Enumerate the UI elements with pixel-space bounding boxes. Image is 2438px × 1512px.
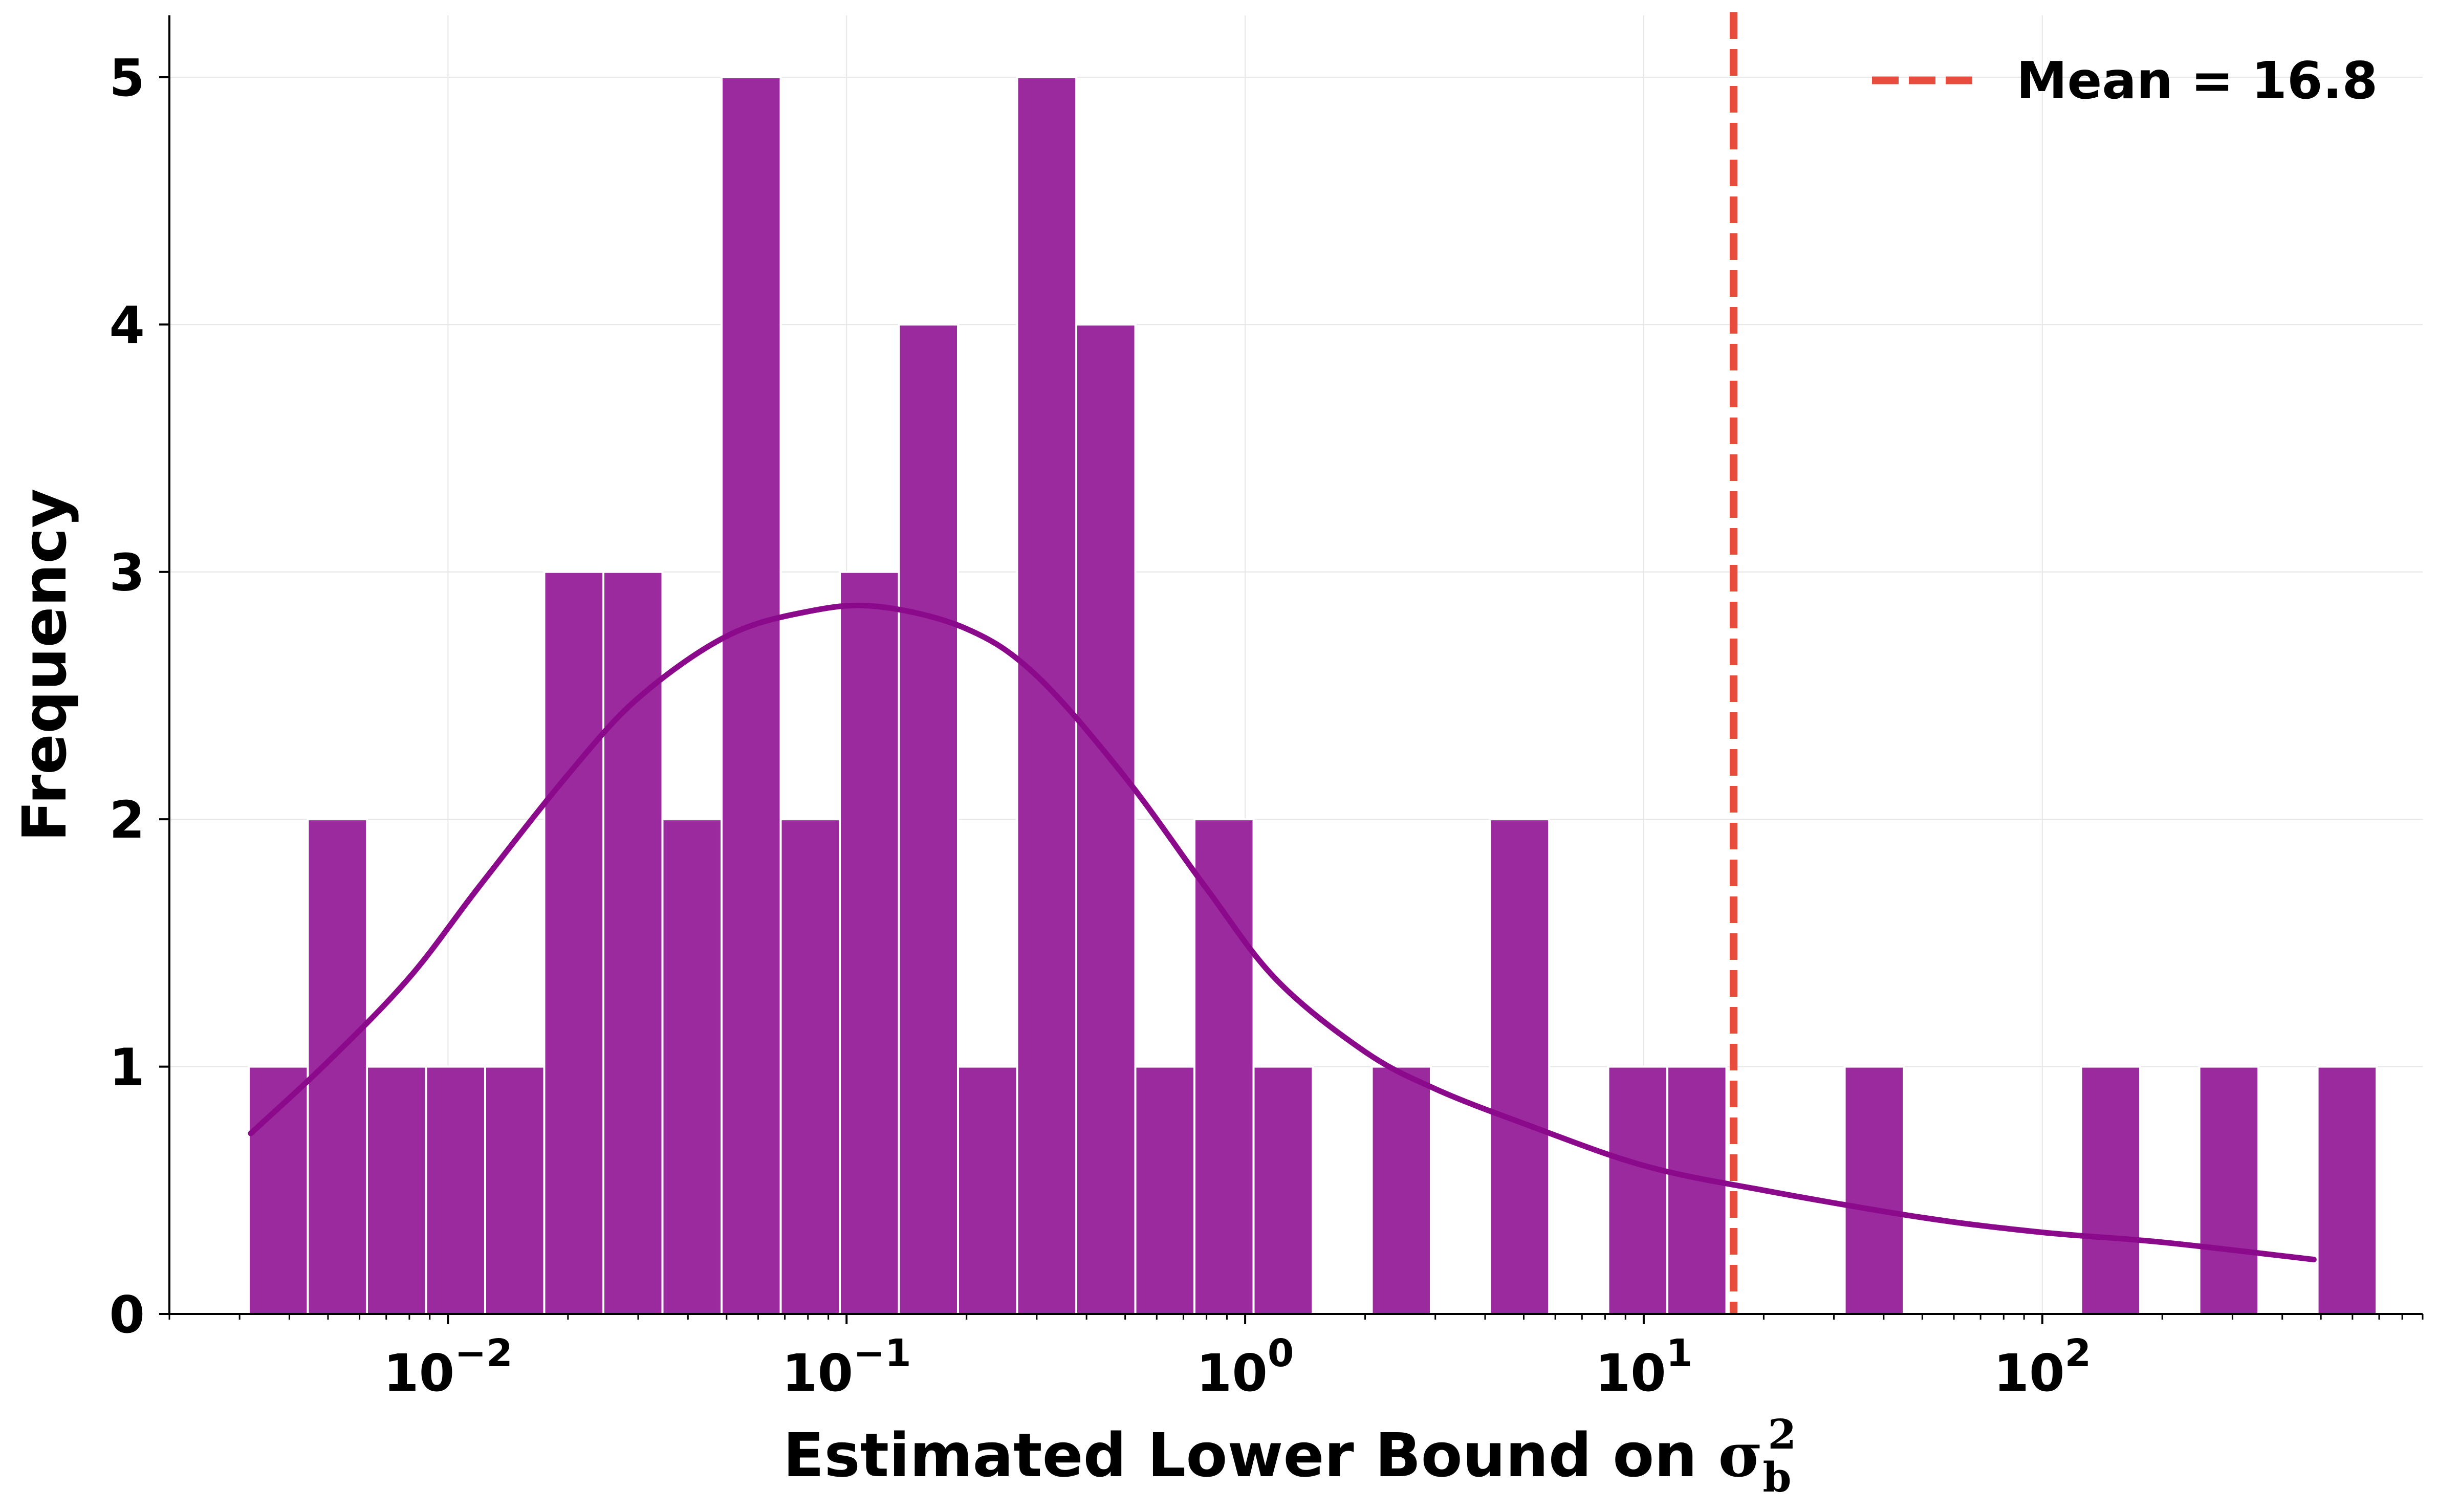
histogram-bar [1607,1065,1669,1316]
x-axis-title-symbol: σ [1718,1419,1762,1491]
histogram-bar [2316,1065,2378,1316]
density-curve-layer [248,602,2317,1263]
y-tick-label: 0 [109,1285,145,1345]
x-axis-title-superscript: 2 [1768,1410,1796,1458]
y-tick-label: 5 [109,48,145,108]
x-axis-title-subscript: b [1762,1453,1791,1501]
histogram-bar [1843,1065,1905,1316]
histogram-bar [247,1065,309,1316]
histogram-bar [720,76,782,1315]
legend-mean-label: Mean = 16.8 [2016,51,2378,111]
x-tick-label: 101 [1595,1331,1693,1403]
histogram-bar [1252,1065,1314,1316]
y-axis-ticks: 0 1 2 3 4 5 [109,48,169,1345]
y-axis-title: Frequency [9,489,80,842]
x-axis-ticks: 10−2 10−1 100 101 102 [168,1314,2424,1403]
histogram-bar [1075,323,1137,1315]
x-tick-label: 100 [1196,1331,1294,1403]
histogram-bar [2198,1065,2260,1316]
histogram-bar [1193,818,1255,1315]
histogram-bar [602,571,664,1315]
histogram-bar [898,323,960,1315]
histogram-bar [839,571,900,1315]
histogram-bar [365,1065,427,1316]
histogram-bar [1370,1065,1432,1316]
legend: Mean = 16.8 [1872,51,2378,111]
histogram-bar [2080,1065,2142,1316]
y-tick-label: 1 [109,1038,145,1098]
x-tick-label: 102 [1993,1331,2091,1403]
histogram-bar [661,818,723,1315]
histogram-bar [425,1065,486,1316]
histogram-bar [1666,1065,1728,1316]
histogram-bar [957,1065,1018,1316]
x-axis-title: Estimated Lower Bound on σb2 [783,1410,1796,1501]
x-tick-label: 10−2 [383,1331,513,1403]
x-tick-label: 10−1 [782,1331,911,1403]
histogram-bar [1489,818,1551,1315]
histogram-bar [484,1065,546,1316]
histogram-bars [247,76,2378,1316]
histogram-bar [1016,76,1078,1315]
y-tick-label: 3 [109,543,145,603]
histogram-bar [543,571,604,1315]
histogram-bar [779,818,841,1315]
y-tick-label: 2 [109,790,145,850]
y-tick-label: 4 [109,295,145,355]
histogram-bar [307,818,368,1315]
density-curve [248,602,2317,1263]
axes [168,15,2423,1315]
x-axis-title-prefix: Estimated Lower Bound on [783,1420,1718,1491]
histogram-bar [1134,1065,1196,1316]
